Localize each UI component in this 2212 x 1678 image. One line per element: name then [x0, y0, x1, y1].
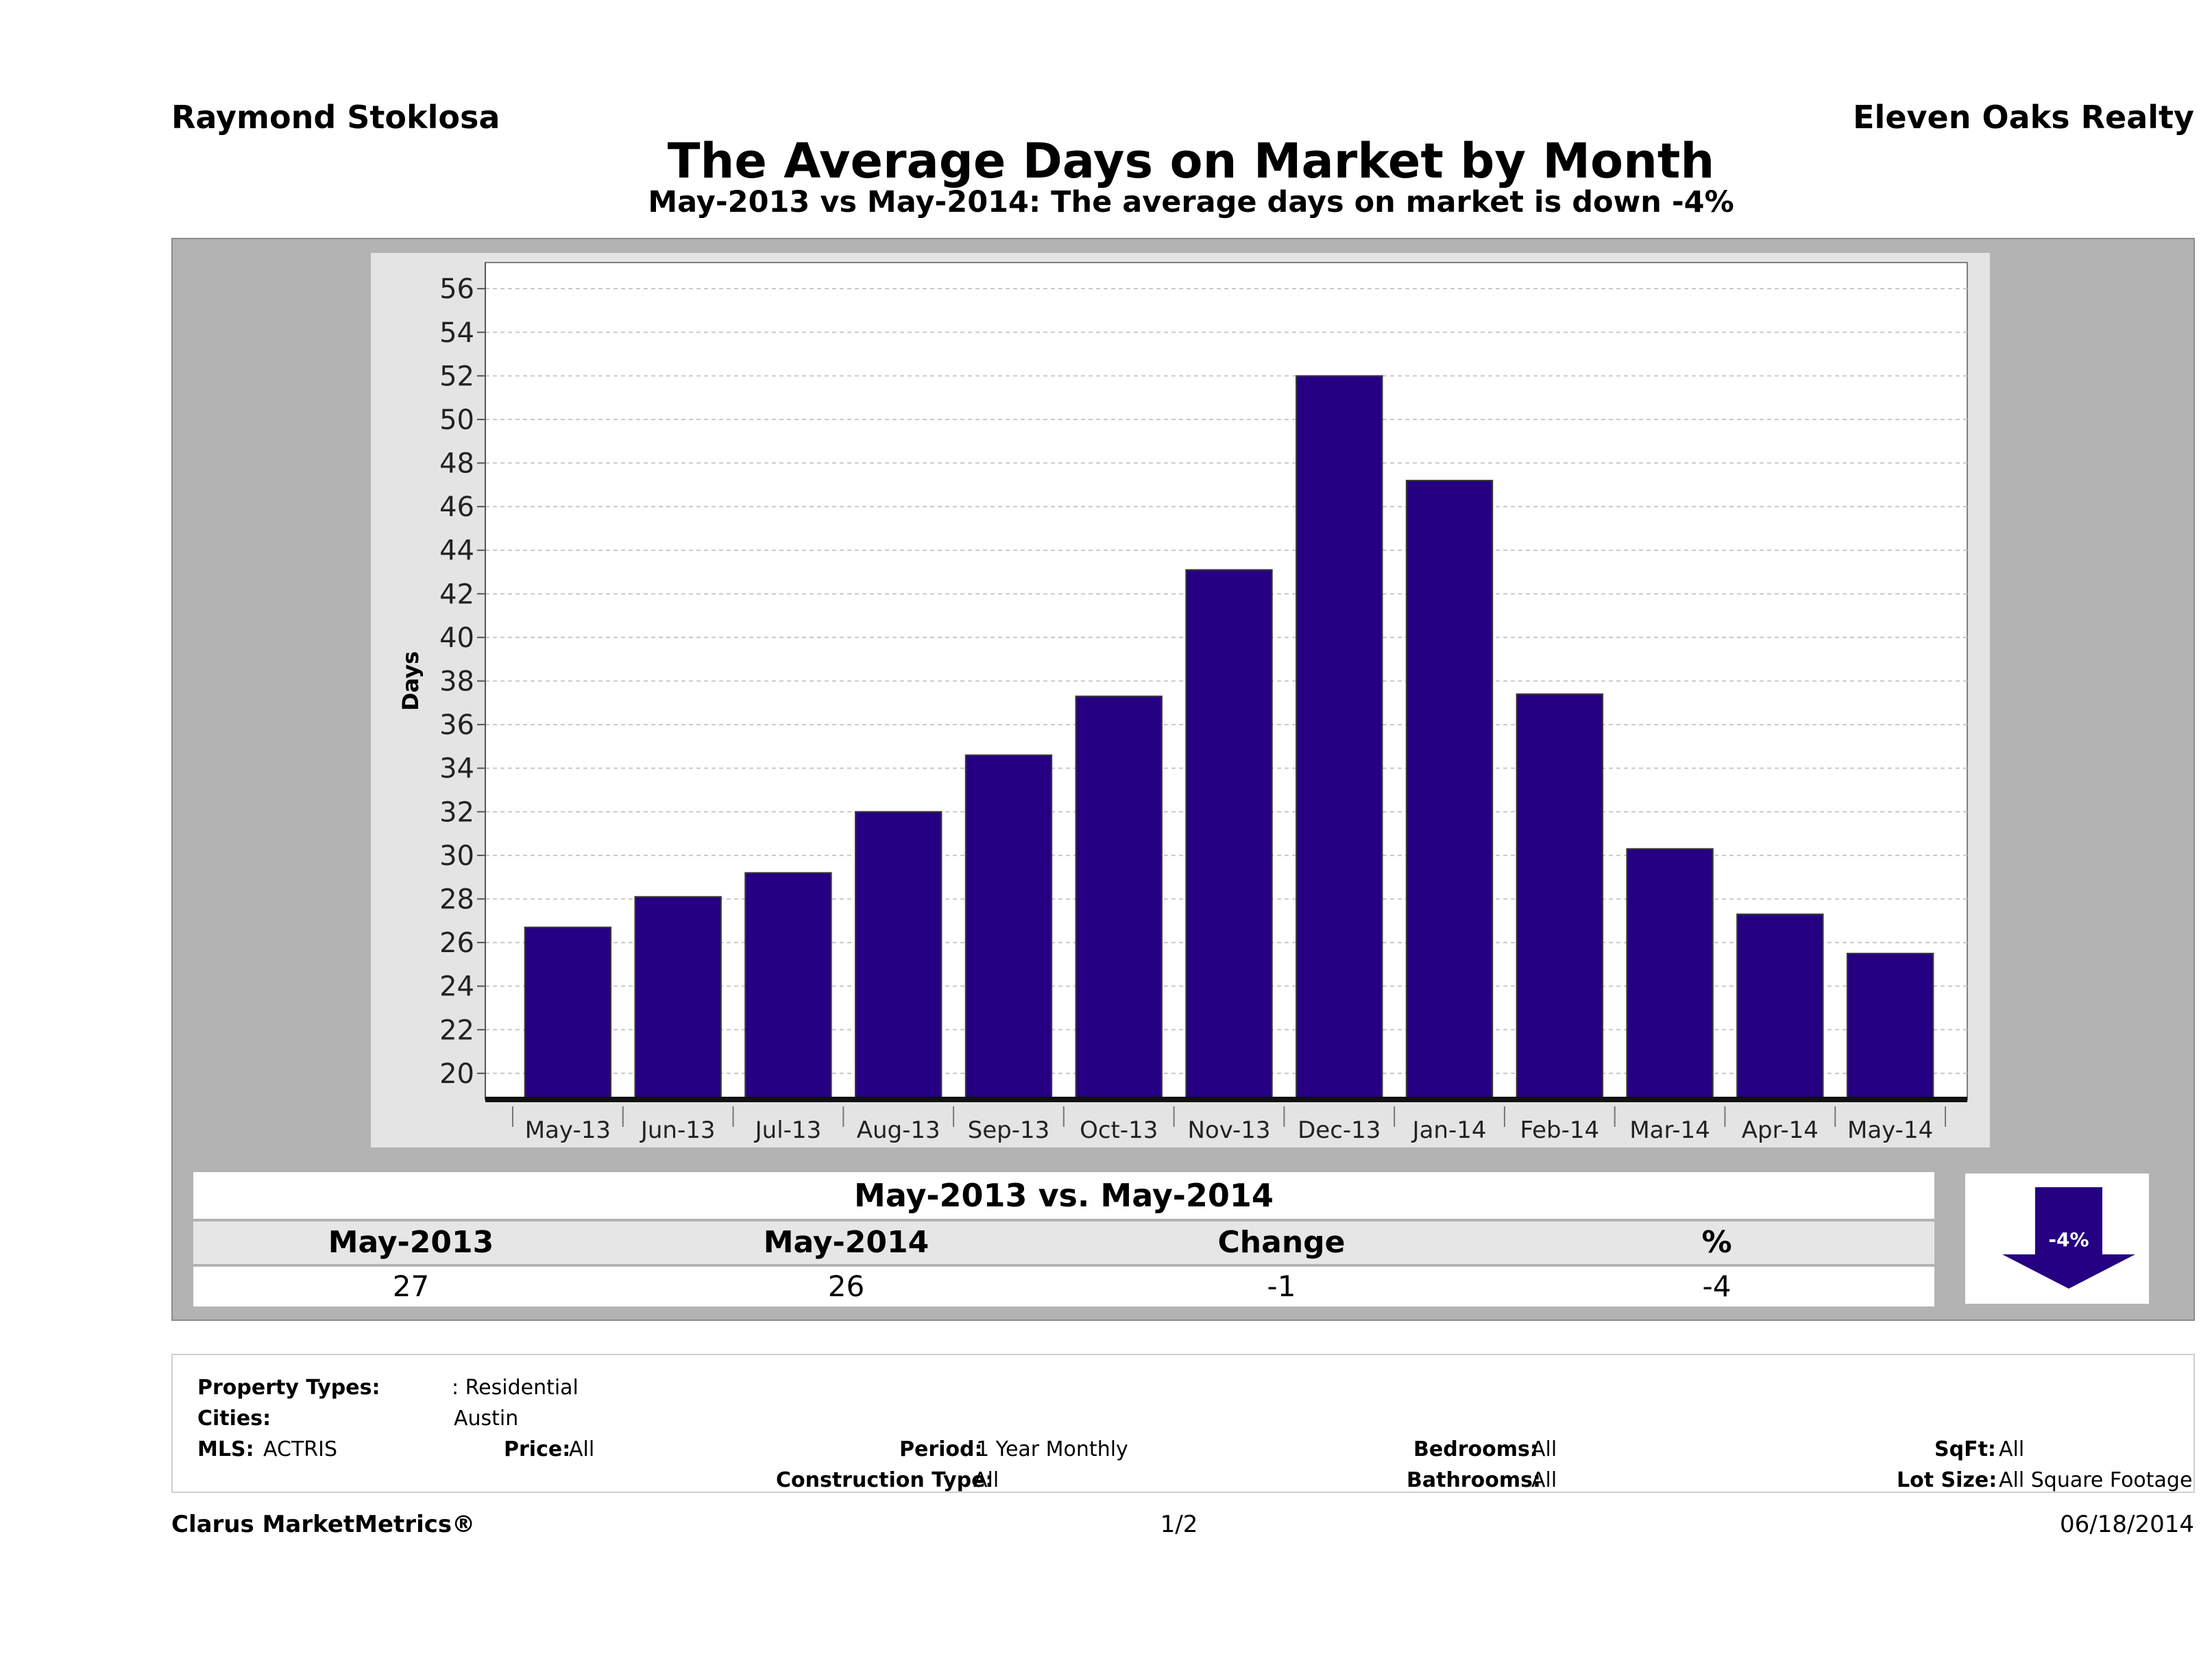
sqft-value: All	[1999, 1437, 2025, 1461]
y-tick-label: 34	[439, 753, 474, 785]
x-tick-label: Jun-13	[640, 1117, 716, 1144]
y-tick-label: 56	[439, 273, 474, 305]
construction-type-value: All	[973, 1468, 999, 1492]
footer-brand: Clarus MarketMetrics®	[171, 1511, 476, 1538]
y-tick-label: 24	[439, 971, 474, 1003]
x-tick-label: May-13	[525, 1117, 611, 1144]
bar	[1075, 695, 1163, 1100]
y-tick-label: 52	[439, 361, 474, 392]
y-tick-label: 44	[439, 535, 474, 567]
report-date: 06/18/2014	[2060, 1511, 2194, 1538]
summary-value-percent: -4	[1702, 1269, 1731, 1303]
bathrooms-label: Bathrooms:	[1407, 1468, 1541, 1492]
page-title: The Average Days on Market by Month	[667, 133, 1715, 189]
summary-header-may-2014: May-2014	[763, 1225, 929, 1260]
cities-label: Cities:	[197, 1407, 271, 1431]
bar	[524, 926, 612, 1100]
change-badge-label: -4%	[2048, 1228, 2089, 1251]
company-name: Eleven Oaks Realty	[1853, 99, 2194, 136]
x-tick-label: Feb-14	[1520, 1117, 1599, 1144]
y-tick-label: 50	[439, 404, 474, 436]
summary-header-may-2013: May-2013	[328, 1225, 494, 1260]
price-value: All	[569, 1437, 595, 1461]
y-tick-label: 48	[439, 448, 474, 480]
bar	[1405, 479, 1494, 1100]
y-tick-label: 54	[439, 317, 474, 349]
bar	[1736, 913, 1824, 1100]
lot-size-value: All Square Footage	[1999, 1468, 2193, 1492]
y-tick-label: 32	[439, 797, 474, 828]
summary-value-may-2013: 27	[392, 1269, 430, 1303]
bar	[854, 811, 943, 1100]
y-tick-label: 36	[439, 709, 474, 741]
x-tick-label: Apr-14	[1742, 1117, 1819, 1144]
summary-header-row: May-2013 May-2014 Change %	[193, 1221, 1934, 1264]
y-tick-label: 20	[439, 1058, 474, 1090]
period-value: 1 Year Monthly	[976, 1437, 1128, 1461]
summary-value-row: 27 26 -1 -4	[193, 1267, 1934, 1306]
construction-type-label: Construction Type:	[776, 1468, 994, 1492]
page-subtitle: May-2013 vs May-2014: The average days o…	[648, 185, 1734, 219]
x-tick-label: May-14	[1847, 1117, 1933, 1144]
y-tick-label: 42	[439, 579, 474, 610]
summary-header-change: Change	[1217, 1225, 1346, 1260]
property-types-value: : Residential	[452, 1376, 579, 1400]
bar	[1296, 375, 1383, 1100]
sqft-label: SqFt:	[1934, 1437, 1996, 1461]
summary-title: May-2013 vs. May-2014	[193, 1172, 1934, 1219]
summary-value-may-2014: 26	[827, 1269, 865, 1303]
bar	[1846, 952, 1934, 1100]
y-tick-label: 40	[439, 622, 474, 654]
bar	[1516, 693, 1604, 1100]
down-arrow-icon: -4%	[2002, 1187, 2135, 1289]
bar	[964, 754, 1053, 1100]
x-tick-label: Oct-13	[1080, 1117, 1158, 1144]
bar	[744, 872, 832, 1100]
property-types-label: Property Types:	[197, 1376, 380, 1400]
bedrooms-value: All	[1531, 1437, 1557, 1461]
summary-value-change: -1	[1267, 1269, 1296, 1303]
agent-name: Raymond Stoklosa	[171, 99, 500, 136]
filter-panel: Property Types: : Residential Cities: Au…	[171, 1354, 2195, 1493]
page-number: 1/2	[1160, 1511, 1198, 1538]
price-label: Price:	[504, 1437, 571, 1461]
mls-value: ACTRIS	[263, 1437, 338, 1461]
x-tick-label: Jan-14	[1411, 1117, 1487, 1144]
x-tick-label: Dec-13	[1298, 1117, 1381, 1144]
y-tick-label: 30	[439, 840, 474, 872]
bar	[634, 896, 722, 1100]
y-axis-label: Days	[398, 651, 424, 711]
down-arrow-shape	[2002, 1187, 2135, 1289]
x-tick-label: Nov-13	[1188, 1117, 1271, 1144]
bar	[1185, 569, 1273, 1100]
change-badge: -4%	[1965, 1174, 2149, 1304]
x-tick-label: Sep-13	[968, 1117, 1050, 1144]
mls-label: MLS:	[197, 1437, 254, 1461]
y-tick-label: 26	[439, 927, 474, 959]
y-tick-label: 46	[439, 491, 474, 523]
x-tick-label: Jul-13	[754, 1117, 822, 1144]
y-tick-label: 38	[439, 666, 474, 698]
x-tick-label: Aug-13	[857, 1117, 940, 1144]
y-tick-label: 22	[439, 1014, 474, 1046]
summary-table: May-2013 vs. May-2014 May-2013 May-2014 …	[193, 1172, 1934, 1308]
bedrooms-label: Bedrooms:	[1413, 1437, 1538, 1461]
summary-header-percent: %	[1701, 1225, 1732, 1260]
x-tick-label: Mar-14	[1629, 1117, 1710, 1144]
bar	[1626, 848, 1714, 1100]
bathrooms-value: All	[1531, 1468, 1557, 1492]
lot-size-label: Lot Size:	[1897, 1468, 1997, 1492]
y-tick-label: 28	[439, 884, 474, 915]
period-label: Period:	[899, 1437, 983, 1461]
cities-value: Austin	[454, 1407, 519, 1431]
